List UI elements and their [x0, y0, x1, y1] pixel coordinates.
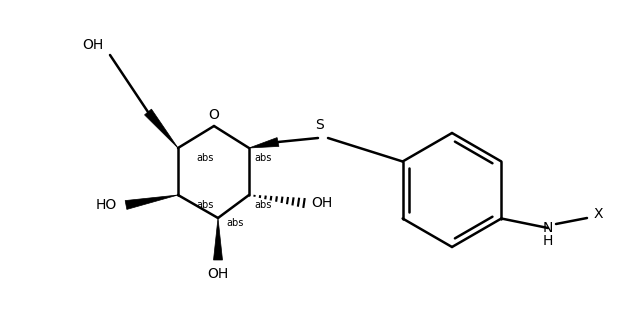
Text: N: N [543, 221, 553, 235]
Text: abs: abs [254, 200, 271, 210]
Polygon shape [214, 218, 223, 260]
Polygon shape [145, 109, 178, 148]
Text: OH: OH [207, 267, 228, 281]
Text: X: X [593, 207, 603, 221]
Text: H: H [543, 234, 553, 248]
Text: OH: OH [83, 38, 104, 52]
Polygon shape [125, 195, 178, 210]
Polygon shape [249, 138, 279, 148]
Text: O: O [209, 108, 220, 122]
Text: abs: abs [254, 153, 271, 163]
Text: abs: abs [196, 200, 213, 210]
Text: abs: abs [196, 153, 213, 163]
Text: S: S [316, 118, 324, 132]
Text: HO: HO [95, 198, 116, 212]
Text: abs: abs [226, 218, 243, 228]
Text: OH: OH [312, 196, 333, 210]
